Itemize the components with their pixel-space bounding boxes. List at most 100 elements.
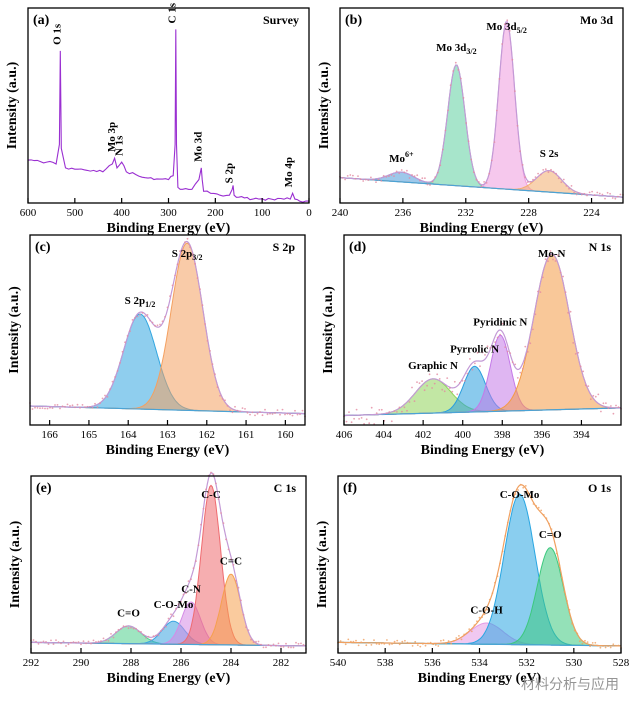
raw-data-point <box>276 409 279 411</box>
raw-data-point <box>386 639 388 641</box>
raw-data-point <box>344 643 347 646</box>
raw-data-point <box>240 599 242 602</box>
raw-data-point <box>517 489 519 491</box>
raw-data-point <box>237 586 240 589</box>
raw-data-point <box>117 628 120 631</box>
raw-data-point <box>535 505 537 507</box>
raw-data-point <box>274 412 276 414</box>
raw-data-point <box>264 408 266 411</box>
raw-data-point <box>79 406 81 409</box>
raw-data-point <box>439 164 442 167</box>
raw-data-point <box>146 314 149 316</box>
raw-data-point <box>291 414 294 417</box>
plot-frame <box>30 475 307 654</box>
raw-data-point <box>145 637 147 639</box>
raw-data-point <box>423 389 426 392</box>
raw-data-point <box>479 365 481 368</box>
raw-data-point <box>542 169 545 171</box>
raw-data-point <box>565 185 568 187</box>
raw-data-point <box>506 19 509 22</box>
raw-data-point <box>576 632 579 635</box>
raw-data-point <box>390 420 393 423</box>
raw-data-point <box>564 291 567 294</box>
raw-data-point <box>71 404 74 407</box>
raw-data-point <box>568 187 570 190</box>
raw-data-point <box>609 192 611 195</box>
raw-data-point <box>486 345 489 348</box>
x-tick-label: 286 <box>173 657 190 669</box>
raw-data-point <box>568 608 571 611</box>
raw-data-point <box>74 406 76 409</box>
x-tick-label: 300 <box>160 207 177 219</box>
raw-data-point <box>416 381 418 383</box>
peak-area <box>31 484 306 647</box>
raw-data-point <box>266 413 269 416</box>
raw-data-point <box>470 158 473 161</box>
raw-data-point <box>42 640 45 643</box>
raw-data-point <box>272 643 275 646</box>
raw-data-point <box>357 175 359 178</box>
raw-data-point <box>395 170 398 173</box>
survey-spectrum-line <box>27 29 310 203</box>
raw-data-point <box>167 617 170 620</box>
raw-data-point <box>455 637 458 639</box>
raw-data-point <box>217 498 220 500</box>
raw-data-point <box>429 184 431 186</box>
peak-label: Mo 3d5/2 <box>486 21 526 35</box>
raw-data-point <box>526 181 529 184</box>
x-tick-label: 236 <box>395 207 412 219</box>
raw-data-point <box>447 109 449 112</box>
panel-d: Graphic N Pyrrolic N Pyridinic N Mo-N 406 404… <box>321 234 622 458</box>
raw-data-point <box>445 643 447 645</box>
raw-data-point <box>354 177 357 180</box>
raw-data-point <box>126 335 129 337</box>
raw-data-point <box>447 640 450 642</box>
raw-data-point <box>262 646 265 649</box>
raw-data-point <box>448 387 451 389</box>
raw-data-point <box>177 603 180 606</box>
raw-data-point <box>440 639 442 642</box>
panel-letter: (f) <box>343 481 357 496</box>
raw-data-point <box>34 406 36 409</box>
raw-data-point <box>242 613 245 616</box>
raw-data-point <box>255 640 257 643</box>
raw-data-point <box>95 641 97 643</box>
peak-label: O 1s <box>51 23 63 45</box>
raw-data-point <box>211 363 214 365</box>
raw-data-point <box>421 177 424 180</box>
x-tick-label: 292 <box>23 657 40 669</box>
raw-data-point <box>537 290 539 293</box>
raw-data-point <box>461 379 464 382</box>
raw-data-point <box>441 388 444 391</box>
raw-data-point <box>368 422 371 425</box>
panel-title: O 1s <box>588 481 611 495</box>
x-tick-label: 536 <box>424 657 441 669</box>
raw-data-point <box>231 411 234 414</box>
raw-data-point <box>578 192 581 195</box>
raw-data-point <box>120 627 122 630</box>
raw-data-point <box>105 639 107 642</box>
raw-data-point <box>437 645 440 647</box>
panel-title: Survey <box>263 13 299 27</box>
raw-data-point <box>104 394 106 397</box>
x-tick-label: 163 <box>159 429 176 441</box>
raw-data-point <box>547 171 550 174</box>
raw-data-point <box>398 643 401 646</box>
raw-data-point <box>190 578 192 581</box>
raw-data-point <box>339 640 342 642</box>
x-tick-label: 406 <box>336 429 353 441</box>
raw-data-point <box>472 171 475 174</box>
raw-data-point <box>172 615 175 618</box>
raw-data-point <box>403 406 406 409</box>
raw-data-point <box>176 263 179 266</box>
raw-data-point <box>166 306 169 309</box>
raw-data-point <box>246 411 249 414</box>
raw-data-point <box>532 328 534 331</box>
raw-data-point <box>360 641 363 644</box>
raw-data-point <box>116 370 119 372</box>
raw-data-point <box>549 250 552 252</box>
peak-label: N 1s <box>114 135 126 156</box>
raw-data-point <box>378 643 381 646</box>
y-axis-label: Intensity (a.u.) <box>7 286 22 374</box>
